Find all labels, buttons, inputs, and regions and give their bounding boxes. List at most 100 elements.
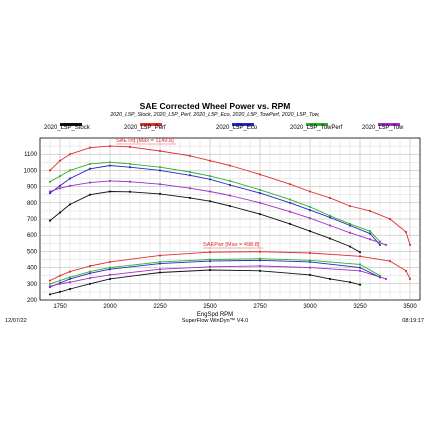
data-point [128,190,132,193]
data-point [48,191,52,195]
data-point [228,179,232,183]
data-point [368,238,372,241]
data-point [108,273,112,276]
data-point [108,277,112,281]
footer-date: 12/07/22 [5,318,27,324]
data-point [258,213,262,216]
data-point [88,167,92,170]
data-point [158,169,162,172]
data-point [88,193,92,196]
data-point [58,279,62,282]
data-point [108,268,112,271]
data-point [108,260,112,264]
data-point [308,259,312,262]
data-point [208,260,212,263]
data-point [258,257,262,260]
data-point [48,279,52,282]
data-point [378,274,382,277]
data-point [358,263,362,266]
data-point [358,283,362,286]
data-point [404,269,408,272]
legend-swatch [140,123,162,126]
data-point [308,266,312,269]
data-point [258,173,262,176]
data-point [58,184,62,187]
data-point [348,231,352,234]
y-tick-label: 300 [27,282,38,288]
data-point [384,277,388,281]
x-tick-label: 2500 [203,304,217,310]
data-point [258,201,262,204]
data-point [258,188,262,191]
data-point [208,258,212,261]
data-point [108,164,112,167]
data-point [88,270,92,273]
data-point [68,281,72,284]
data-point [258,250,262,253]
series-line-2020-l5p-stock-saepwr [49,269,361,295]
y-tick-label: 1000 [24,168,38,174]
data-point [48,282,52,285]
legend-label: 2020_L5P_Tow [362,125,404,131]
data-point [328,237,332,240]
series-line-2020-l5p-stock-saetrq [49,191,361,253]
data-point [48,219,52,222]
data-point [228,183,232,187]
data-point [388,260,392,263]
data-point [48,190,52,193]
data-point [128,162,132,166]
grid [40,138,420,300]
x-tick-label: 1750 [53,304,67,310]
data-point [308,260,312,264]
data-point [68,276,72,279]
data-point [158,183,162,186]
data-point [58,159,62,162]
y-tick-label: 1100 [24,152,38,158]
x-tick-label: 3250 [353,304,367,310]
data-point [368,230,372,233]
data-point [68,177,72,180]
data-point [88,282,92,285]
data-point [288,210,292,213]
data-point [158,268,162,271]
data-point [158,271,162,274]
data-point [328,224,332,227]
data-point [208,265,212,268]
data-point [68,184,72,187]
data-point [368,232,372,235]
data-point [258,259,262,262]
legend-swatch [60,123,82,126]
data-point [128,180,132,183]
y-tick-label: 600 [27,233,38,239]
data-point [88,272,92,275]
data-point [108,145,112,148]
data-point [48,285,52,288]
data-point [288,222,292,225]
data-point [88,162,92,166]
x-tick-label: 3500 [403,304,417,310]
data-point [58,187,62,190]
y-tick-label: 900 [27,185,38,191]
data-point [58,282,62,285]
data-point [158,149,162,153]
data-point [88,264,92,268]
data-point [288,201,292,204]
data-point [358,251,362,254]
data-point [348,204,352,208]
data-point [208,200,212,203]
legend-swatch [306,123,328,126]
data-point [128,145,132,149]
y-tick-label: 400 [27,266,38,272]
footer-time: 08:19:17 [402,318,424,324]
data-point [308,251,312,255]
data-point [158,192,162,195]
legend-label: 2020_L5P_TowPerf [290,125,343,131]
x-tick-label: 2250 [153,304,167,310]
data-point [68,203,72,206]
data-point [358,255,362,258]
data-point [408,243,412,247]
data-point [208,178,212,181]
data-point [258,264,262,268]
data-point [208,159,212,162]
